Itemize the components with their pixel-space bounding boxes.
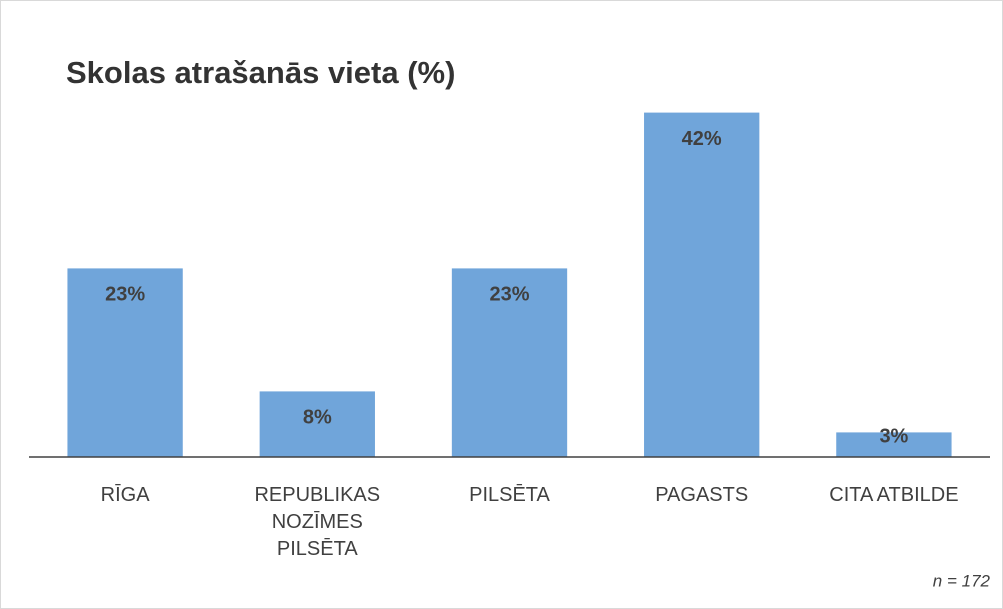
data-label: 23% [105, 284, 145, 306]
x-tick-label: REPUBLIKAS NOZĪMES PILSĒTA [254, 484, 380, 560]
annotation: n = 172 [933, 571, 991, 590]
x-tick-label: PILSĒTA [469, 483, 550, 506]
data-label: 23% [489, 284, 529, 306]
bar [259, 391, 375, 457]
bar [644, 112, 760, 457]
data-label: 8% [303, 407, 332, 429]
chart-title: Skolas atrašanās vieta (%) [66, 55, 455, 90]
bar [67, 268, 183, 457]
x-tick-label: PAGASTS [655, 484, 748, 506]
data-label: 3% [879, 425, 908, 447]
bar [451, 268, 568, 457]
data-label: 42% [682, 128, 722, 150]
x-tick-label: CITA ATBILDE [829, 484, 958, 506]
bar [836, 432, 952, 457]
x-tick-label: RĪGA [101, 483, 151, 506]
